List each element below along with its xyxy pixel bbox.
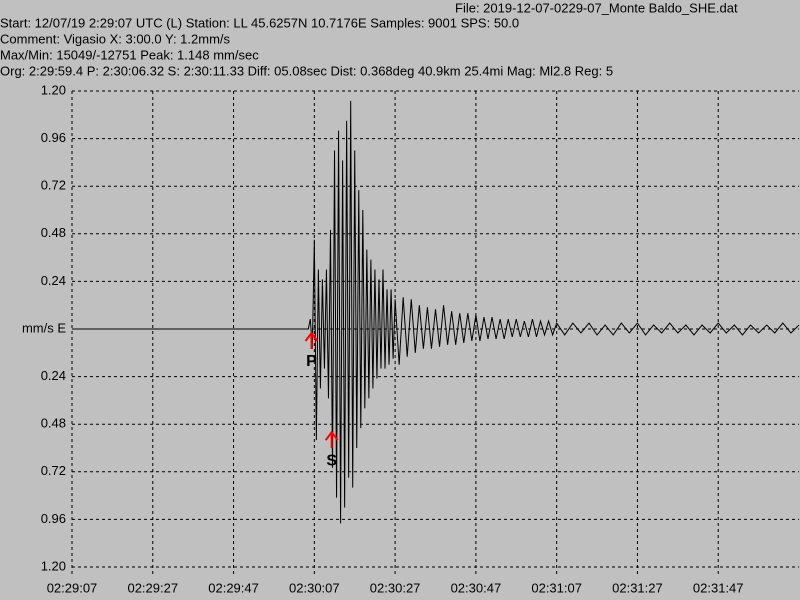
x-tick-label: 02:30:27: [370, 580, 421, 595]
y-tick-label: 1.20: [41, 82, 66, 97]
y-tick-label: 0.96: [41, 511, 66, 526]
info-line: Comment: Vigasio X: 3:00.0 Y: 1.2mm/s: [0, 31, 231, 46]
y-tick-label: 0.48: [41, 416, 66, 431]
y-tick-label: 0.24: [41, 273, 66, 288]
x-tick-label: 02:31:47: [693, 580, 744, 595]
y-tick-label: 0.48: [41, 225, 66, 240]
pick-label: P: [306, 353, 317, 370]
x-tick-label: 02:29:47: [208, 580, 259, 595]
x-tick-label: 02:29:27: [127, 580, 178, 595]
waveform: [72, 100, 800, 524]
y-tick-label: 0.24: [41, 368, 66, 383]
pick-label: S: [326, 452, 337, 469]
x-tick-label: 02:31:27: [612, 580, 663, 595]
pick-arrow: [324, 430, 339, 449]
x-tick-label: 02:31:07: [531, 580, 582, 595]
info-line: Start: 12/07/19 2:29:07 UTC (L) Station:…: [0, 15, 519, 30]
y-tick-label: 0.96: [41, 130, 66, 145]
y-tick-label: mm/s E: [22, 320, 66, 335]
info-line: Org: 2:29:59.4 P: 2:30:06.32 S: 2:30:11.…: [0, 63, 613, 78]
x-tick-label: 02:29:07: [47, 580, 98, 595]
y-tick-label: 0.72: [41, 178, 66, 193]
x-tick-label: 02:30:07: [289, 580, 340, 595]
x-tick-label: 02:30:47: [451, 580, 502, 595]
y-tick-label: 0.72: [41, 463, 66, 478]
chart-title: File: 2019-12-07-0229-07_Monte Baldo_SHE…: [455, 0, 738, 15]
y-tick-label: 1.20: [41, 558, 66, 573]
info-line: Max/Min: 15049/-12751 Peak: 1.148 mm/sec: [0, 47, 259, 62]
pick-arrow: [304, 331, 319, 349]
